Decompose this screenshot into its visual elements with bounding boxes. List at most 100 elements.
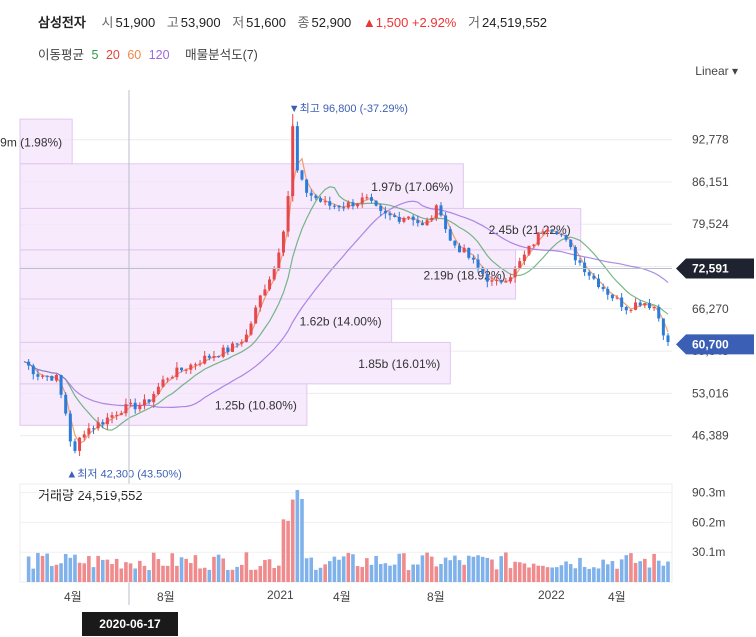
volume-bar [179,557,184,582]
candle-body [559,234,563,236]
volume-bar [114,558,119,582]
candle-body [407,216,411,219]
volume-bar [434,566,439,582]
volume-bar [31,568,36,582]
volume-bar [453,555,457,582]
volume-bar [110,563,114,582]
scale-selector[interactable]: Linear ▾ [695,64,738,78]
volume-bar [374,555,378,582]
volume-bar [582,566,587,582]
candle-body [434,205,438,218]
volume-bar [624,555,629,582]
volume-bar [490,559,494,582]
candle-body [411,216,415,221]
volume-bar [100,559,105,582]
volume-bar [105,559,110,582]
candle-body [244,334,248,342]
volume-bar [559,565,564,582]
candle-body [601,287,605,290]
candle-body [439,205,443,216]
candle-body [41,375,45,377]
candle-body [647,303,651,309]
candle-body [532,244,536,246]
volume-bar [128,563,133,582]
candle-body [337,205,341,208]
volume-bar [239,564,244,582]
candle-body [513,267,517,278]
candle-body [133,402,137,410]
candle-body [328,201,332,206]
volume-bar [54,564,59,582]
volume-bar [235,566,239,582]
ma-5: 5 [91,48,99,62]
volume-bar [397,553,402,582]
volume-bar [156,559,161,582]
current-price-tag: 72,591 [692,261,729,275]
candle-body [430,217,434,221]
volume-bar [295,490,300,582]
volume-bar [272,568,276,582]
candle-body [592,275,596,279]
volume-tick-label: 60.2m [692,515,725,529]
candle-body [597,278,601,288]
candle-body [634,302,638,310]
candle-body [397,216,401,222]
volume-bar [337,559,341,582]
volume-bar [629,553,633,582]
volume-bar [466,555,471,582]
volume-bar [448,560,453,582]
volume-bar [504,552,508,582]
volume-bar [212,556,216,582]
candle-body [138,405,142,410]
candle-body [31,365,35,375]
candle-body [541,231,545,233]
candle-body [254,307,258,324]
volume-bar [175,565,179,582]
candle-body [569,239,573,248]
volume-profile-bar [19,298,393,343]
volume-bar [49,566,54,582]
volume-bar [661,565,666,582]
volume-bar [633,562,638,582]
volume-bar [601,559,605,582]
candle-body [156,386,160,395]
candle-body [180,367,184,371]
y-tick-label: 53,016 [692,386,729,400]
volume-bar [59,563,63,582]
volume-bar [68,557,73,582]
volume-bar [267,559,272,582]
volume-bar [82,563,87,582]
ma-20: 20 [105,48,120,62]
candle-body [467,247,471,258]
candle-body [522,254,526,262]
volume-bar [165,565,170,582]
volume-bar [369,564,374,582]
volume-bar [592,567,596,582]
volume-bar [193,555,198,582]
volume-profile-label: 1.85b (16.01%) [358,357,440,371]
moving-average-legend[interactable]: 이동평균 5 20 60 120 매물분석도(7) [38,44,262,63]
candle-body [476,259,480,268]
volume-bar [647,567,652,582]
candle-body [657,307,661,319]
volume-bar [536,565,541,582]
candle-body [142,399,146,406]
candle-body [360,197,364,204]
candle-body [564,235,568,240]
change-value: ▲1,500 +2.92% [362,15,457,30]
volume-bar [457,560,462,582]
candle-body [365,197,369,199]
candle-body [166,378,170,380]
candle-body [281,231,285,253]
volume-bar [485,557,490,582]
candle-body [258,295,262,308]
volume-bar [26,556,31,582]
volume-bar [619,559,624,582]
candle-body [226,347,230,352]
last-price-tag-bg [676,334,754,355]
candle-body [124,404,128,414]
volume-bar [286,520,290,582]
volume-bar [351,554,355,582]
candle-body [115,414,119,416]
